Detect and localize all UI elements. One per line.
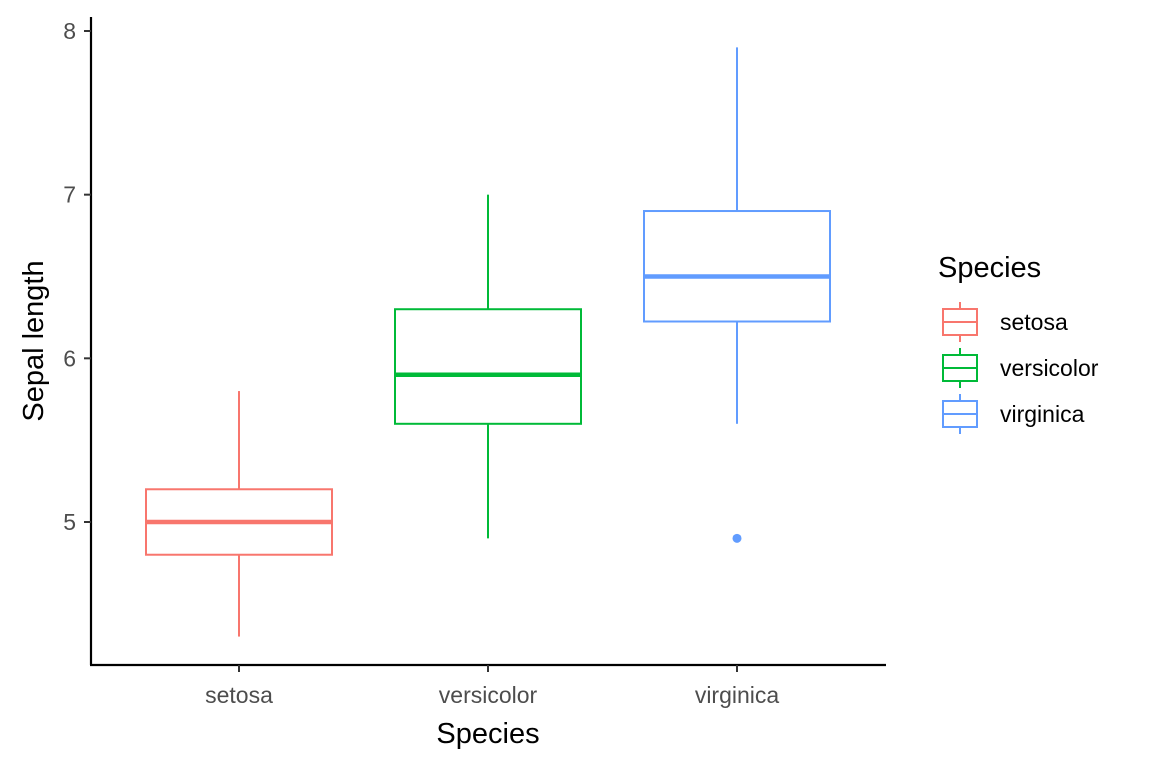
x-ticks: setosa versicolor virginica <box>205 665 779 708</box>
y-ticks: 5 6 7 8 <box>63 18 91 535</box>
legend-entry-versicolor: versicolor <box>942 348 1099 388</box>
box-setosa <box>145 391 333 637</box>
box-versicolor <box>394 194 582 539</box>
y-tick-label: 7 <box>63 182 76 208</box>
y-tick-label: 8 <box>63 18 76 44</box>
x-axis-title: Species <box>436 718 539 750</box>
legend: Species setosa versicolor virginica <box>938 252 1099 434</box>
legend-label: setosa <box>1000 309 1068 335</box>
box-virginica <box>643 47 831 543</box>
box-iqr <box>394 308 582 425</box>
legend-label: virginica <box>1000 401 1085 427</box>
box-iqr <box>643 210 831 323</box>
y-tick-label: 6 <box>63 345 76 371</box>
outlier-point <box>732 533 742 543</box>
boxes <box>145 47 831 637</box>
x-tick-label: versicolor <box>439 682 538 708</box>
y-axis-title: Sepal length <box>18 260 50 421</box>
legend-entry-virginica: virginica <box>942 394 1085 434</box>
x-tick-label: virginica <box>695 682 780 708</box>
legend-label: versicolor <box>1000 355 1099 381</box>
y-tick-label: 5 <box>63 509 76 535</box>
x-tick-label: setosa <box>205 682 273 708</box>
legend-entry-setosa: setosa <box>942 302 1068 342</box>
legend-title: Species <box>938 252 1041 284</box>
